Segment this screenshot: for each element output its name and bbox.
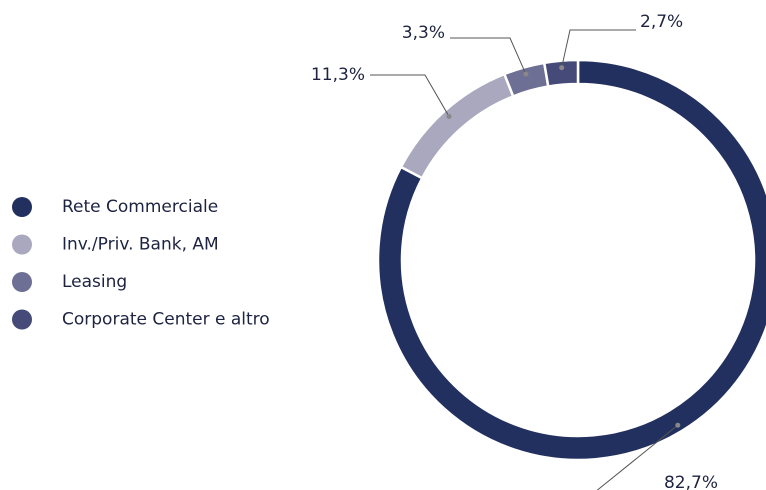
leader-line: [561, 29, 636, 68]
leader-dot: [446, 113, 452, 119]
legend-label: Leasing: [62, 272, 127, 292]
legend-swatch: [12, 272, 32, 292]
legend-label: Corporate Center e altro: [62, 310, 270, 330]
legend-swatch: [12, 197, 32, 217]
leader-line: [596, 424, 679, 490]
leader-dot: [675, 422, 681, 428]
data-label: 82,7%: [664, 473, 718, 490]
data-label: 11,3%: [311, 65, 365, 85]
leader-dot: [523, 71, 529, 77]
legend-label: Rete Commerciale: [62, 197, 218, 217]
legend-swatch: [12, 309, 32, 330]
legend-swatch: [12, 234, 32, 255]
data-label: 3,3%: [402, 23, 445, 43]
donut-slice: [502, 61, 550, 98]
leader-line: [450, 37, 527, 75]
legend-label: Inv./Priv. Bank, AM: [62, 235, 219, 255]
leader-dot: [559, 65, 565, 71]
donut-slice: [399, 72, 515, 180]
donut-slice: [376, 58, 766, 462]
leader-line: [370, 74, 450, 117]
data-label: 2,7%: [640, 12, 683, 32]
donut-slice: [542, 58, 580, 88]
